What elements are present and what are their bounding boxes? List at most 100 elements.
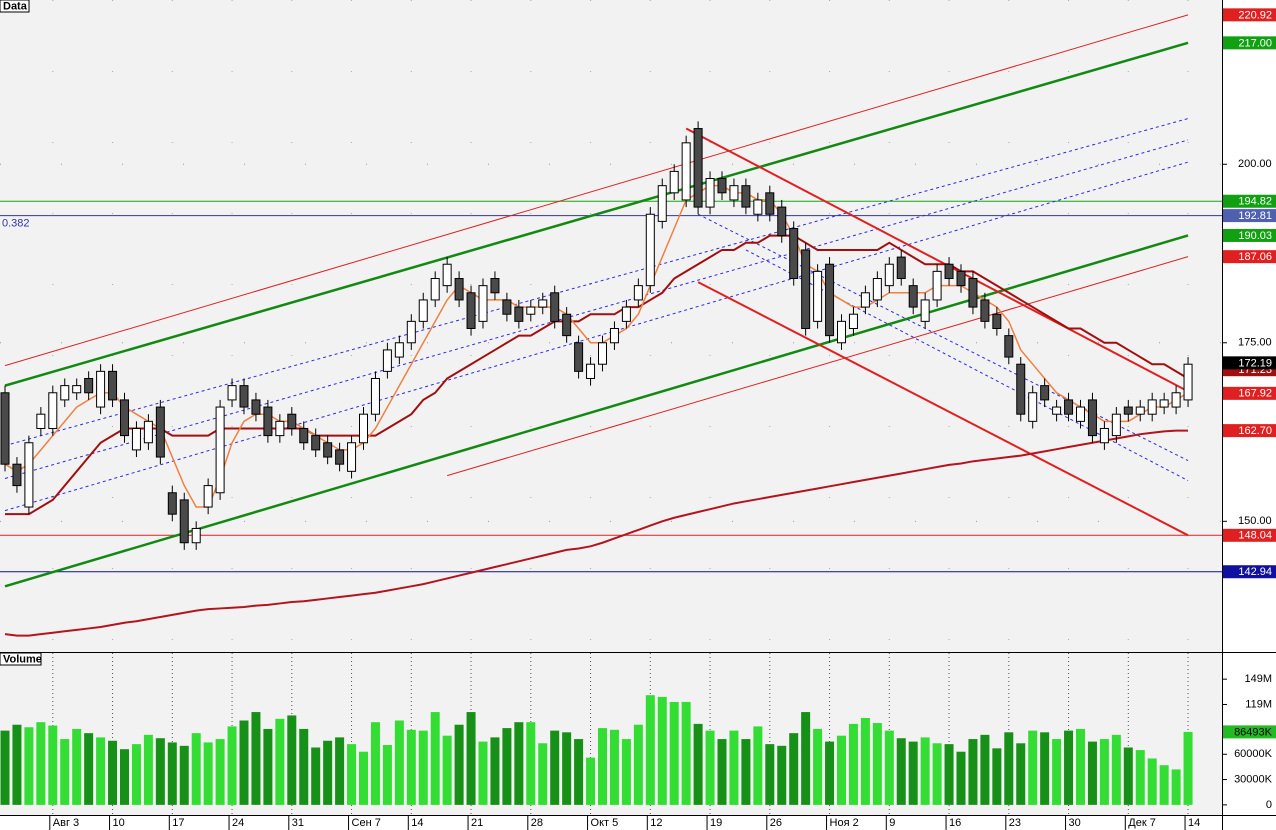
candle-body — [215, 406, 225, 494]
y-tick-label: 149M — [1244, 673, 1272, 685]
price-marker — [1223, 528, 1276, 542]
volume-bar — [669, 701, 679, 805]
candle-body — [1135, 406, 1145, 415]
candle-body — [586, 363, 596, 379]
candle-body — [1159, 399, 1169, 408]
candle-body — [1076, 406, 1085, 422]
moving-average — [4, 184, 1189, 508]
price-marker-label: 194.82 — [1238, 196, 1272, 208]
candle-body — [275, 420, 285, 437]
price-marker-label: 172.19 — [1238, 357, 1272, 369]
volume-bar — [442, 735, 452, 805]
candle-body — [1123, 406, 1133, 415]
candle-body — [347, 442, 357, 472]
volume-bar — [1087, 741, 1097, 805]
candle-body — [789, 228, 799, 280]
x-tick-label: 21 — [471, 817, 483, 829]
pane-label: Volume — [3, 653, 42, 665]
volume-bar — [813, 728, 823, 805]
volume-bar — [1028, 730, 1038, 805]
y-tick-label: 0 — [1266, 799, 1272, 811]
candle-body — [633, 285, 643, 301]
candle-body — [1052, 406, 1062, 415]
volume-bar — [884, 730, 894, 805]
candle-body — [609, 327, 619, 344]
volume-bar — [932, 743, 942, 805]
candle-body — [514, 306, 524, 322]
candle-body — [669, 170, 679, 194]
candle-body — [693, 128, 703, 208]
candle-body — [191, 527, 201, 544]
candle-body — [645, 213, 655, 287]
y-tick-label: 150.00 — [1238, 515, 1272, 527]
volume-bar — [454, 724, 464, 805]
candle-body — [24, 442, 34, 508]
candle-body — [920, 299, 930, 322]
volume-bar — [621, 739, 631, 805]
candle-body — [562, 313, 572, 337]
price-marker-label: 192.81 — [1238, 210, 1272, 222]
volume-bar — [418, 730, 428, 805]
volume-bar — [837, 735, 846, 805]
x-tick-label: 24 — [232, 817, 244, 829]
volume-bar — [1064, 730, 1074, 805]
volume-bar — [335, 737, 345, 805]
x-tick-label: Сен 7 — [352, 817, 381, 829]
volume-bar — [239, 720, 249, 805]
candle-body — [705, 178, 715, 208]
volume-bar — [215, 739, 225, 805]
candle-body — [120, 399, 129, 437]
x-tick-label: Окт 5 — [591, 817, 619, 829]
candle-body — [574, 342, 584, 372]
volume-bar — [478, 741, 488, 805]
candle-body — [1087, 399, 1097, 437]
volume-bar — [0, 730, 10, 805]
price-marker-label: 217.00 — [1238, 37, 1272, 49]
volume-bar — [263, 728, 273, 805]
volume-bar — [36, 722, 46, 805]
y-tick-label: 119M — [1245, 698, 1272, 710]
candle-body — [72, 385, 82, 394]
candle-body — [598, 342, 607, 365]
volume-bar — [1040, 732, 1050, 805]
x-tick-label: 14 — [1188, 817, 1200, 829]
trend-line — [4, 14, 1189, 367]
trend-line — [685, 127, 1189, 393]
candle-body — [681, 142, 691, 201]
price-marker-label: 162.70 — [1238, 425, 1272, 437]
candle-body — [430, 278, 440, 301]
trend-line — [4, 161, 1189, 512]
price-marker-label: 190.03 — [1238, 230, 1272, 242]
candle-body — [956, 270, 966, 287]
volume-bar — [908, 741, 918, 805]
candle-body — [932, 270, 942, 301]
price-marker — [1223, 424, 1276, 438]
candle-body — [36, 413, 46, 429]
price-marker-label: 220.92 — [1238, 9, 1272, 21]
volume-bar — [1135, 750, 1145, 805]
candle-body — [801, 249, 811, 329]
price-marker — [1223, 209, 1276, 223]
candle-body — [968, 278, 978, 308]
price-marker-label: 187.06 — [1238, 251, 1272, 263]
candle-body — [753, 199, 763, 215]
fib-label: 0.382 — [2, 218, 30, 230]
y-tick-label: 60000K — [1234, 748, 1273, 760]
candle-body — [203, 485, 213, 508]
volume-bar — [299, 728, 309, 805]
volume-bar — [526, 722, 536, 805]
volume-bar — [968, 739, 978, 805]
volume-bar — [609, 729, 619, 805]
price-marker-label: 167.92 — [1238, 388, 1272, 400]
candle-body — [299, 427, 309, 444]
volume-bar — [359, 751, 368, 805]
candle-body — [860, 292, 870, 308]
candle-body — [980, 299, 990, 322]
volume-bar — [848, 723, 858, 805]
candle-body — [1099, 427, 1109, 444]
candle-body — [287, 413, 297, 429]
x-tick-label: Ноя 2 — [830, 817, 859, 829]
volume-bar — [562, 732, 572, 805]
price-marker-label: 142.94 — [1238, 566, 1272, 578]
price-marker — [1223, 194, 1276, 208]
